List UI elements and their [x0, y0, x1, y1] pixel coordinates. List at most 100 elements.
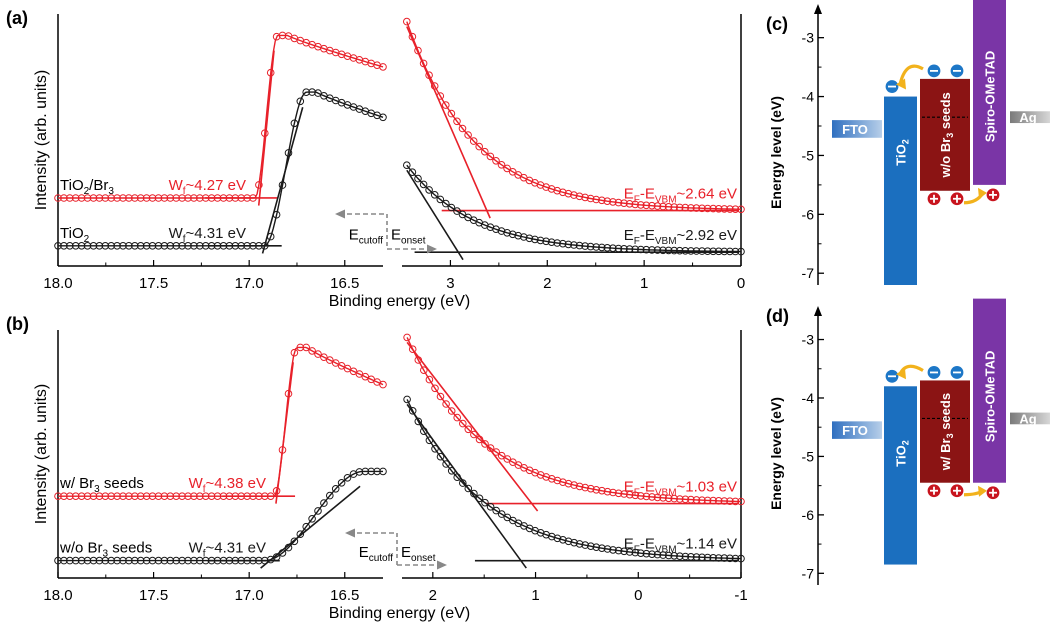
data-point [436, 392, 445, 401]
data-point [95, 194, 104, 202]
data-point [648, 550, 656, 559]
data-point [207, 492, 216, 501]
data-point [497, 227, 506, 235]
edge-fit-line [260, 485, 361, 569]
data-point [559, 536, 567, 544]
data-point [83, 242, 92, 250]
data-point [403, 333, 411, 342]
hole-icon [985, 187, 1001, 203]
data-point [547, 238, 556, 246]
data-point [343, 364, 352, 373]
data-point [89, 242, 98, 250]
data-point [442, 460, 450, 468]
data-point [379, 63, 387, 71]
data-point [525, 234, 534, 243]
data-point [71, 194, 80, 202]
vbm-annotation: EF-EVBM~1.14 eV [624, 536, 737, 556]
energy-axis-label: Energy level (eV) [768, 397, 784, 510]
data-point [464, 131, 472, 139]
cutoff-arrow-head [335, 209, 345, 219]
data-point [531, 235, 539, 244]
data-point [675, 246, 684, 255]
data-point [296, 530, 305, 539]
electron-icon [926, 364, 942, 381]
data-point [190, 194, 198, 202]
data-point [154, 194, 163, 202]
data-point [681, 552, 690, 561]
onset-arrow-head [427, 244, 437, 254]
energy-level-ag [1010, 412, 1050, 425]
data-point [481, 147, 489, 156]
data-point [355, 468, 364, 476]
energy-axis-arrow [814, 306, 822, 316]
data-point [420, 366, 428, 375]
data-point [709, 204, 718, 213]
data-point [136, 194, 145, 202]
wf-subscript: f [203, 549, 206, 560]
data-point [564, 189, 573, 198]
sample-label-sub: 2 [84, 234, 90, 245]
data-point [642, 201, 651, 210]
onset-label: Eonset [391, 227, 426, 247]
data-point [703, 204, 712, 213]
tio2-label: TiO2 [894, 139, 911, 165]
data-point [670, 552, 679, 560]
data-point [95, 556, 104, 565]
electron-icon [949, 63, 965, 79]
data-point [54, 556, 62, 565]
data-point [570, 481, 578, 489]
data-point [95, 492, 104, 501]
electron-icon [884, 78, 900, 95]
energy-tick-label: -7 [802, 565, 815, 581]
data-point [71, 242, 80, 250]
data-point [553, 534, 562, 543]
data-point [670, 246, 679, 255]
data-point [142, 492, 151, 501]
data-point [497, 451, 506, 460]
data-point [637, 201, 645, 209]
x-tick-label: 1 [531, 587, 539, 604]
series-line-left [58, 346, 384, 497]
data-point [737, 497, 745, 506]
data-point [166, 492, 175, 501]
data-point [101, 194, 110, 202]
data-point [475, 142, 484, 151]
energy-level-spiro [973, 0, 1006, 185]
data-point [308, 347, 316, 355]
energy-level-pero [920, 78, 970, 191]
data-point [447, 407, 456, 415]
data-point [83, 194, 92, 202]
x-tick-label: 16.5 [330, 275, 359, 292]
data-point [620, 199, 628, 207]
y-axis-label: Intensity (arb. units) [33, 384, 50, 525]
sample-label-main: TiO [60, 225, 84, 242]
x-tick-label: 17.0 [235, 587, 264, 604]
data-point [172, 242, 180, 250]
energy-level-ag [1010, 111, 1050, 124]
data-point [503, 229, 511, 237]
vbm-sub-vbm: VBM [655, 236, 677, 247]
data-point [131, 194, 139, 202]
data-point [172, 492, 180, 501]
hole-transfer-arrowhead [978, 485, 987, 497]
data-point [54, 194, 62, 202]
data-point [201, 242, 210, 250]
data-point [631, 548, 640, 557]
x-tick-label: 0 [737, 275, 745, 292]
data-point [447, 203, 456, 212]
data-point [101, 492, 110, 501]
cutoff-symbol: E [349, 227, 359, 244]
sample-label-sub: 2 [84, 186, 90, 197]
data-point [326, 356, 334, 364]
panel-d: (d) Energy level (eV) -3 -4 -5 -6 -7 FTO TiO2 w/ … [766, 298, 1050, 585]
vbm-prefix: E [624, 479, 634, 496]
data-point [726, 554, 734, 563]
data-point [442, 400, 450, 408]
data-point [575, 241, 584, 250]
wf-value: ~4.31 eV [186, 225, 246, 242]
data-point [125, 242, 133, 250]
data-point [570, 538, 578, 547]
vbm-mid: -E [640, 186, 655, 203]
data-point [581, 242, 589, 250]
